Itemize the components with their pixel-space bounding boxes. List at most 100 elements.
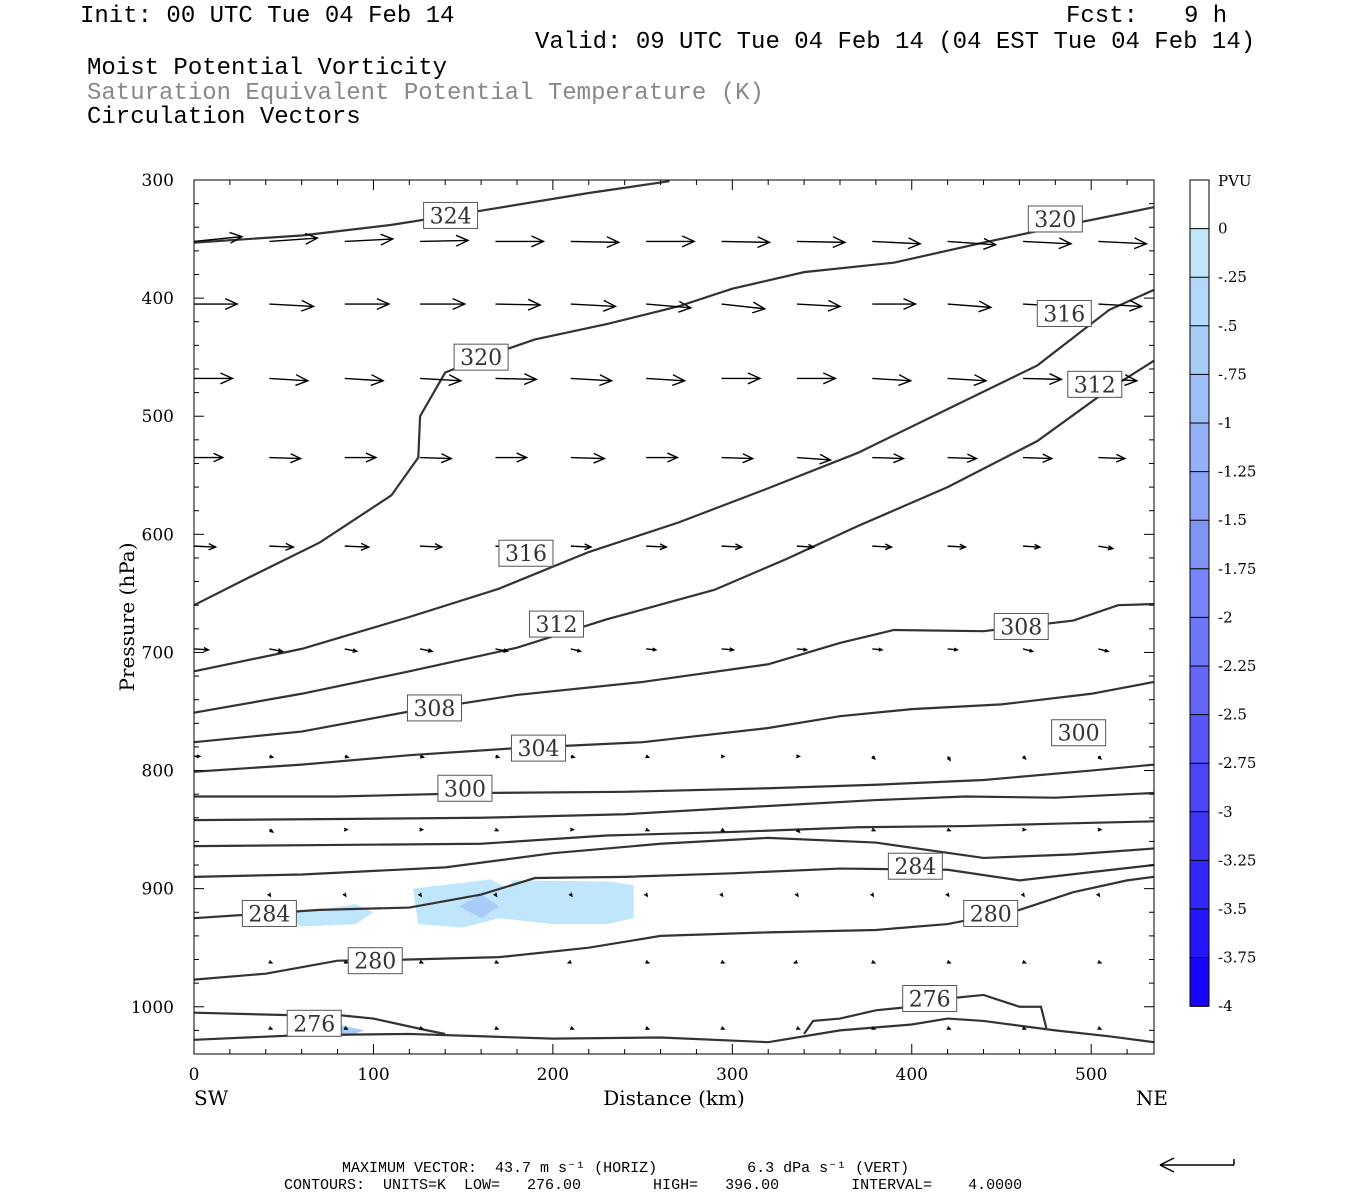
circulation-vector: [947, 543, 968, 550]
colorbar-swatch: [1190, 423, 1209, 472]
vector-shaft: [646, 545, 667, 548]
vector-head: [196, 754, 202, 759]
circulation-vector: [570, 452, 607, 464]
vector-head: [973, 374, 988, 387]
vector-shaft: [872, 545, 892, 548]
circulation-vector: [646, 543, 669, 551]
vector-shaft: [269, 648, 283, 652]
vector-head: [645, 959, 651, 964]
vector-head: [823, 372, 838, 385]
colorbar-unit: PVU: [1218, 172, 1252, 190]
vector-head: [285, 542, 296, 551]
circulation-vector: [194, 754, 202, 759]
circulation-vector: [570, 754, 576, 759]
circulation-vector: [420, 297, 467, 311]
contour-label: 276: [286, 1009, 342, 1037]
contour-label-box: [1036, 299, 1092, 327]
circulation-vector: [494, 1026, 500, 1030]
circulation-vector: [946, 827, 952, 832]
vector-head: [1097, 755, 1102, 760]
contour-label: 308: [993, 612, 1049, 640]
circulation-vector: [269, 542, 296, 551]
vector-shaft: [646, 377, 685, 382]
vector-head: [832, 236, 847, 249]
circulation-vector: [719, 892, 724, 898]
vector-shaft: [721, 545, 742, 548]
circulation-vector: [721, 372, 762, 385]
vector-head: [966, 453, 979, 464]
circulation-vector: [872, 647, 884, 652]
colorbar-label: -4: [1218, 997, 1233, 1015]
vector-head: [953, 647, 959, 652]
theta-contour-292: [193, 820, 1155, 848]
circulation-vector: [796, 453, 833, 465]
circulation-vector: [269, 299, 316, 312]
circulation-vector: [872, 237, 922, 250]
vector-shaft: [796, 240, 845, 244]
colorbar-label: -.25: [1218, 268, 1247, 286]
vector-head: [1104, 648, 1110, 653]
colorbar-label: -1: [1218, 414, 1233, 432]
circulation-vector: [495, 648, 510, 653]
circulation-vector: [795, 828, 801, 834]
circulation-vector: [344, 233, 395, 246]
vector-head: [220, 372, 235, 385]
circulation-vector: [872, 543, 894, 551]
circulation-vector: [1098, 545, 1115, 551]
vector-head: [606, 236, 621, 249]
circulation-vector: [344, 754, 350, 759]
contour-label-box: [511, 734, 567, 762]
contour-label-box: [286, 1009, 342, 1037]
circulation-vector: [420, 234, 470, 247]
axes: 0 100 200 300 400 500 300 400 500 600 700 800 900 100…: [131, 171, 1154, 1085]
contour-label-box: [498, 539, 554, 567]
circulation-vector: [269, 754, 275, 759]
theta-contour-284: [193, 863, 1155, 920]
circulation-vector: [796, 647, 809, 652]
circulation-vector: [1097, 755, 1102, 760]
theta-es-contours: [193, 180, 1155, 1044]
field-mpv: Moist Potential Vorticity: [87, 55, 448, 82]
circulation-vector: [568, 892, 573, 898]
vector-head: [978, 300, 993, 313]
vector-head: [734, 543, 744, 551]
vector-shaft: [947, 240, 996, 246]
circulation-vector: [947, 647, 959, 652]
circulation-vector: [343, 1026, 349, 1030]
vector-head: [898, 374, 913, 387]
vector-head: [1034, 543, 1042, 550]
vector-head: [1022, 827, 1028, 832]
circulation-vector: [795, 1026, 801, 1030]
vector-head: [1049, 373, 1064, 386]
y-tick-label: 500: [142, 407, 174, 427]
vector-head: [1124, 374, 1139, 387]
vector-head: [440, 453, 453, 464]
circulation-vector: [794, 892, 799, 898]
vector-head: [667, 452, 680, 463]
contour-label-box: [528, 610, 584, 638]
colorbar-label: -3.5: [1218, 900, 1247, 918]
vector-head: [455, 234, 470, 247]
vector-head: [643, 892, 649, 898]
contour-label-box: [902, 984, 958, 1012]
vector-head: [720, 754, 726, 759]
vector-head: [794, 892, 799, 898]
vector-head: [419, 959, 425, 964]
circulation-vector: [420, 543, 444, 551]
contour-label: 280: [347, 947, 403, 975]
circulation-vector: [1022, 543, 1042, 550]
circulation-vector: [872, 297, 918, 311]
y-tick-label: 900: [142, 880, 174, 900]
vector-shaft: [495, 377, 537, 381]
cross-section-chart: 0 100 200 300 400 500 300 400 500 600 700 800 900 100…: [115, 171, 1256, 1110]
mpv-region: [459, 894, 500, 919]
colorbar-label: -.5: [1218, 317, 1237, 335]
contour-label: 300: [437, 774, 493, 802]
x-tick-label: 300: [716, 1065, 748, 1085]
contour-label-text: 312: [1074, 373, 1116, 398]
colorbar-label: -2: [1218, 608, 1233, 626]
vector-shaft: [947, 303, 991, 309]
vector-head: [365, 452, 378, 463]
field-theta-es: Saturation Equivalent Potential Temperat…: [87, 80, 764, 107]
circulation-vector: [720, 1026, 726, 1030]
